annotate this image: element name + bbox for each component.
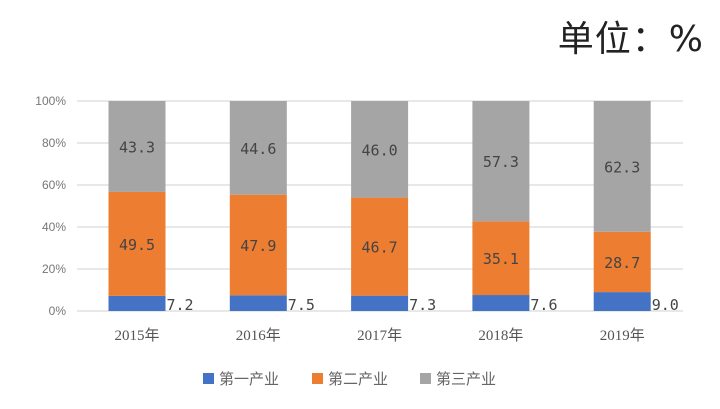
bar-segment-3 — [351, 101, 409, 198]
bar-segment-3 — [108, 101, 166, 192]
data-label: 7.2 — [167, 296, 194, 314]
data-label: 46.0 — [362, 141, 398, 159]
data-label: 7.3 — [409, 296, 436, 314]
x-tick-label: 2015年 — [114, 327, 159, 344]
bar-segment-3 — [593, 101, 651, 232]
bar-segment-1 — [472, 295, 530, 311]
bar-segment-3 — [229, 101, 287, 195]
data-label: 47.9 — [240, 237, 276, 255]
y-tick-label: 20% — [42, 262, 66, 276]
bar-segment-3 — [472, 101, 530, 222]
y-tick-label: 80% — [42, 136, 66, 150]
bar-segment-2 — [593, 231, 651, 293]
bar-segment-1 — [593, 292, 651, 311]
y-tick-label: 100% — [35, 94, 66, 108]
bar-segment-1 — [229, 295, 287, 311]
bar-segment-2 — [472, 221, 530, 296]
x-tick-label: 2019年 — [600, 327, 645, 344]
legend-swatch-1 — [203, 373, 214, 384]
data-label: 43.3 — [119, 138, 155, 156]
data-label: 49.5 — [119, 236, 155, 254]
data-label: 57.3 — [483, 153, 519, 171]
legend-label: 第三产业 — [436, 370, 496, 388]
y-tick-label: 60% — [42, 178, 66, 192]
data-label: 46.7 — [362, 239, 398, 257]
x-tick-label: 2018年 — [478, 327, 523, 344]
y-tick-label: 40% — [42, 220, 66, 234]
data-label: 7.5 — [288, 296, 315, 314]
data-label: 9.0 — [652, 296, 679, 314]
x-tick-label: 2016年 — [236, 327, 281, 344]
legend-label: 第二产业 — [328, 370, 388, 388]
x-tick-label: 2017年 — [357, 327, 402, 344]
legend-swatch-2 — [312, 373, 323, 384]
bar-segment-1 — [108, 295, 166, 311]
legend-swatch-3 — [420, 373, 431, 384]
bar-segment-2 — [229, 194, 287, 296]
y-tick-label: 0% — [49, 304, 67, 318]
data-label: 44.6 — [240, 140, 276, 158]
data-label: 62.3 — [604, 158, 640, 176]
bar-segment-2 — [351, 197, 409, 296]
bar-segment-1 — [351, 295, 409, 311]
data-label: 7.6 — [530, 296, 557, 314]
unit-label: 单位：% — [557, 19, 704, 60]
bar-segment-2 — [108, 191, 166, 296]
legend-label: 第一产业 — [219, 370, 279, 388]
data-label: 35.1 — [483, 250, 519, 268]
data-label: 28.7 — [604, 254, 640, 272]
